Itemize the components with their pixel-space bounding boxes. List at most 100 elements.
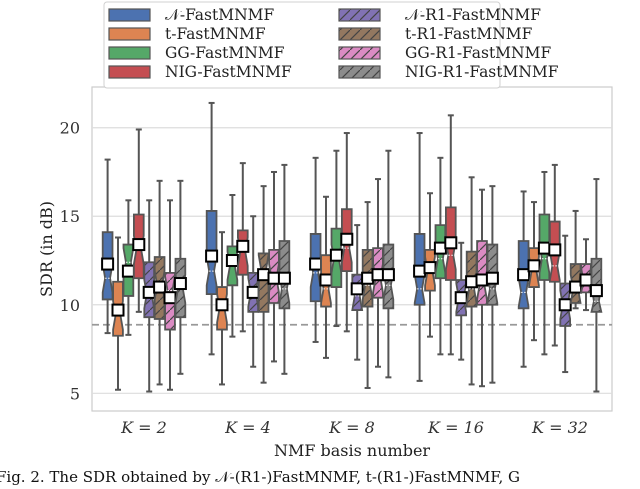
mean-marker: [381, 268, 395, 282]
legend-swatch: [108, 27, 151, 41]
mean-marker: [205, 249, 219, 263]
legend-label: t-FastMNMF: [165, 25, 266, 43]
y-tick-label: 20: [60, 119, 80, 138]
box-2-1: [319, 195, 333, 359]
box-4-5: [569, 209, 583, 310]
mean-marker: [215, 298, 229, 312]
legend-swatch: [338, 8, 381, 22]
legend-swatch: [338, 65, 381, 79]
mean-marker: [537, 241, 551, 255]
x-tick-label: K = 8: [328, 418, 375, 437]
legend-swatch: [108, 65, 151, 79]
mean-marker: [454, 291, 468, 305]
mean-marker: [589, 284, 603, 298]
mean-marker: [173, 277, 187, 291]
box-0-1: [111, 236, 125, 391]
mean-marker: [236, 239, 250, 253]
legend-item: t-R1-FastMNMF: [338, 25, 533, 43]
legend-item: t-FastMNMF: [108, 25, 266, 43]
y-tick-labels: 5 10 15 20: [60, 119, 80, 404]
box-2-3: [340, 132, 354, 333]
legend-item: NIG-R1-FastMNMF: [338, 63, 559, 81]
legend-label: GG-FastMNMF: [165, 44, 285, 62]
legend: 𝒩-FastMNMFt-FastMNMFGG-FastMNMFNIG-FastM…: [103, 1, 559, 89]
legend-swatch: [338, 27, 381, 41]
mean-marker: [413, 264, 427, 278]
legend-swatch: [108, 8, 151, 22]
mean-marker: [163, 291, 177, 305]
mean-marker: [121, 264, 135, 278]
x-tick-label: K = 2: [120, 418, 167, 437]
box-3-3: [444, 114, 458, 356]
figure-caption: Fig. 2. The SDR obtained by 𝒩-(R1-)FastM…: [0, 468, 520, 486]
mean-marker: [548, 243, 562, 257]
legend-label: t-R1-FastMNMF: [405, 25, 533, 43]
legend-swatch: [108, 46, 151, 60]
mean-marker: [475, 273, 489, 287]
mean-marker: [361, 271, 375, 285]
x-tick-label: K = 16: [427, 418, 484, 437]
mean-marker: [579, 273, 593, 287]
box-3-0: [413, 132, 427, 382]
legend-frame: [103, 1, 501, 89]
box-2-7: [381, 149, 395, 379]
box-1-7: [277, 163, 291, 375]
box-4-6: [579, 238, 593, 312]
box-2-2: [329, 149, 343, 328]
mean-marker: [371, 268, 385, 282]
mean-marker: [101, 257, 115, 271]
y-tick-label: 5: [70, 384, 80, 403]
box-4-2: [537, 170, 551, 356]
boxes: [101, 101, 603, 393]
mean-marker: [569, 280, 583, 294]
box-3-1: [423, 192, 437, 338]
mean-marker: [433, 241, 447, 255]
legend-swatch: [338, 46, 381, 60]
mean-marker: [277, 271, 291, 285]
mean-marker: [558, 298, 572, 312]
legend-item: NIG-FastMNMF: [108, 63, 292, 81]
box-0-4: [142, 199, 156, 393]
legend-item: GG-R1-FastMNMF: [338, 44, 551, 62]
x-tick-label: K = 32: [531, 418, 588, 437]
mean-marker: [309, 257, 323, 271]
mean-marker: [319, 273, 333, 287]
box-4-7: [589, 178, 603, 393]
legend-label: GG-R1-FastMNMF: [405, 44, 551, 62]
mean-marker: [485, 271, 499, 285]
legend-item: 𝒩-FastMNMF: [108, 6, 275, 24]
box-2-5: [361, 201, 375, 389]
box-1-3: [236, 162, 250, 333]
box-0-7: [173, 179, 187, 375]
mean-marker: [527, 259, 541, 273]
box-1-0: [205, 101, 219, 356]
y-tick-label: 10: [60, 296, 80, 315]
box-3-7: [485, 185, 499, 384]
mean-marker: [111, 303, 125, 317]
box-4-3: [548, 163, 562, 347]
box-0-0: [101, 158, 115, 335]
mean-marker: [329, 248, 343, 262]
mean-marker: [444, 236, 458, 250]
mean-marker: [465, 275, 479, 289]
mean-marker: [246, 285, 260, 299]
box-1-2: [225, 194, 239, 338]
mean-marker: [257, 268, 271, 282]
legend-item: GG-FastMNMF: [108, 44, 285, 62]
box-body: [257, 252, 270, 313]
mean-marker: [340, 232, 354, 246]
x-axis-label: NMF basis number: [274, 441, 430, 460]
legend-label: NIG-FastMNMF: [165, 63, 292, 81]
legend-label: NIG-R1-FastMNMF: [405, 63, 559, 81]
box-0-2: [121, 199, 135, 336]
mean-marker: [267, 271, 281, 285]
box-3-4: [454, 241, 468, 361]
mean-marker: [423, 261, 437, 275]
box-2-4: [350, 224, 364, 361]
x-tick-label: K = 4: [224, 418, 271, 437]
mean-marker: [153, 280, 167, 294]
box-4-1: [527, 201, 541, 342]
x-tick-labels: K = 2 K = 4 K = 8 K = 16 K = 32: [120, 418, 588, 437]
legend-label: 𝒩-R1-FastMNMF: [405, 6, 541, 24]
